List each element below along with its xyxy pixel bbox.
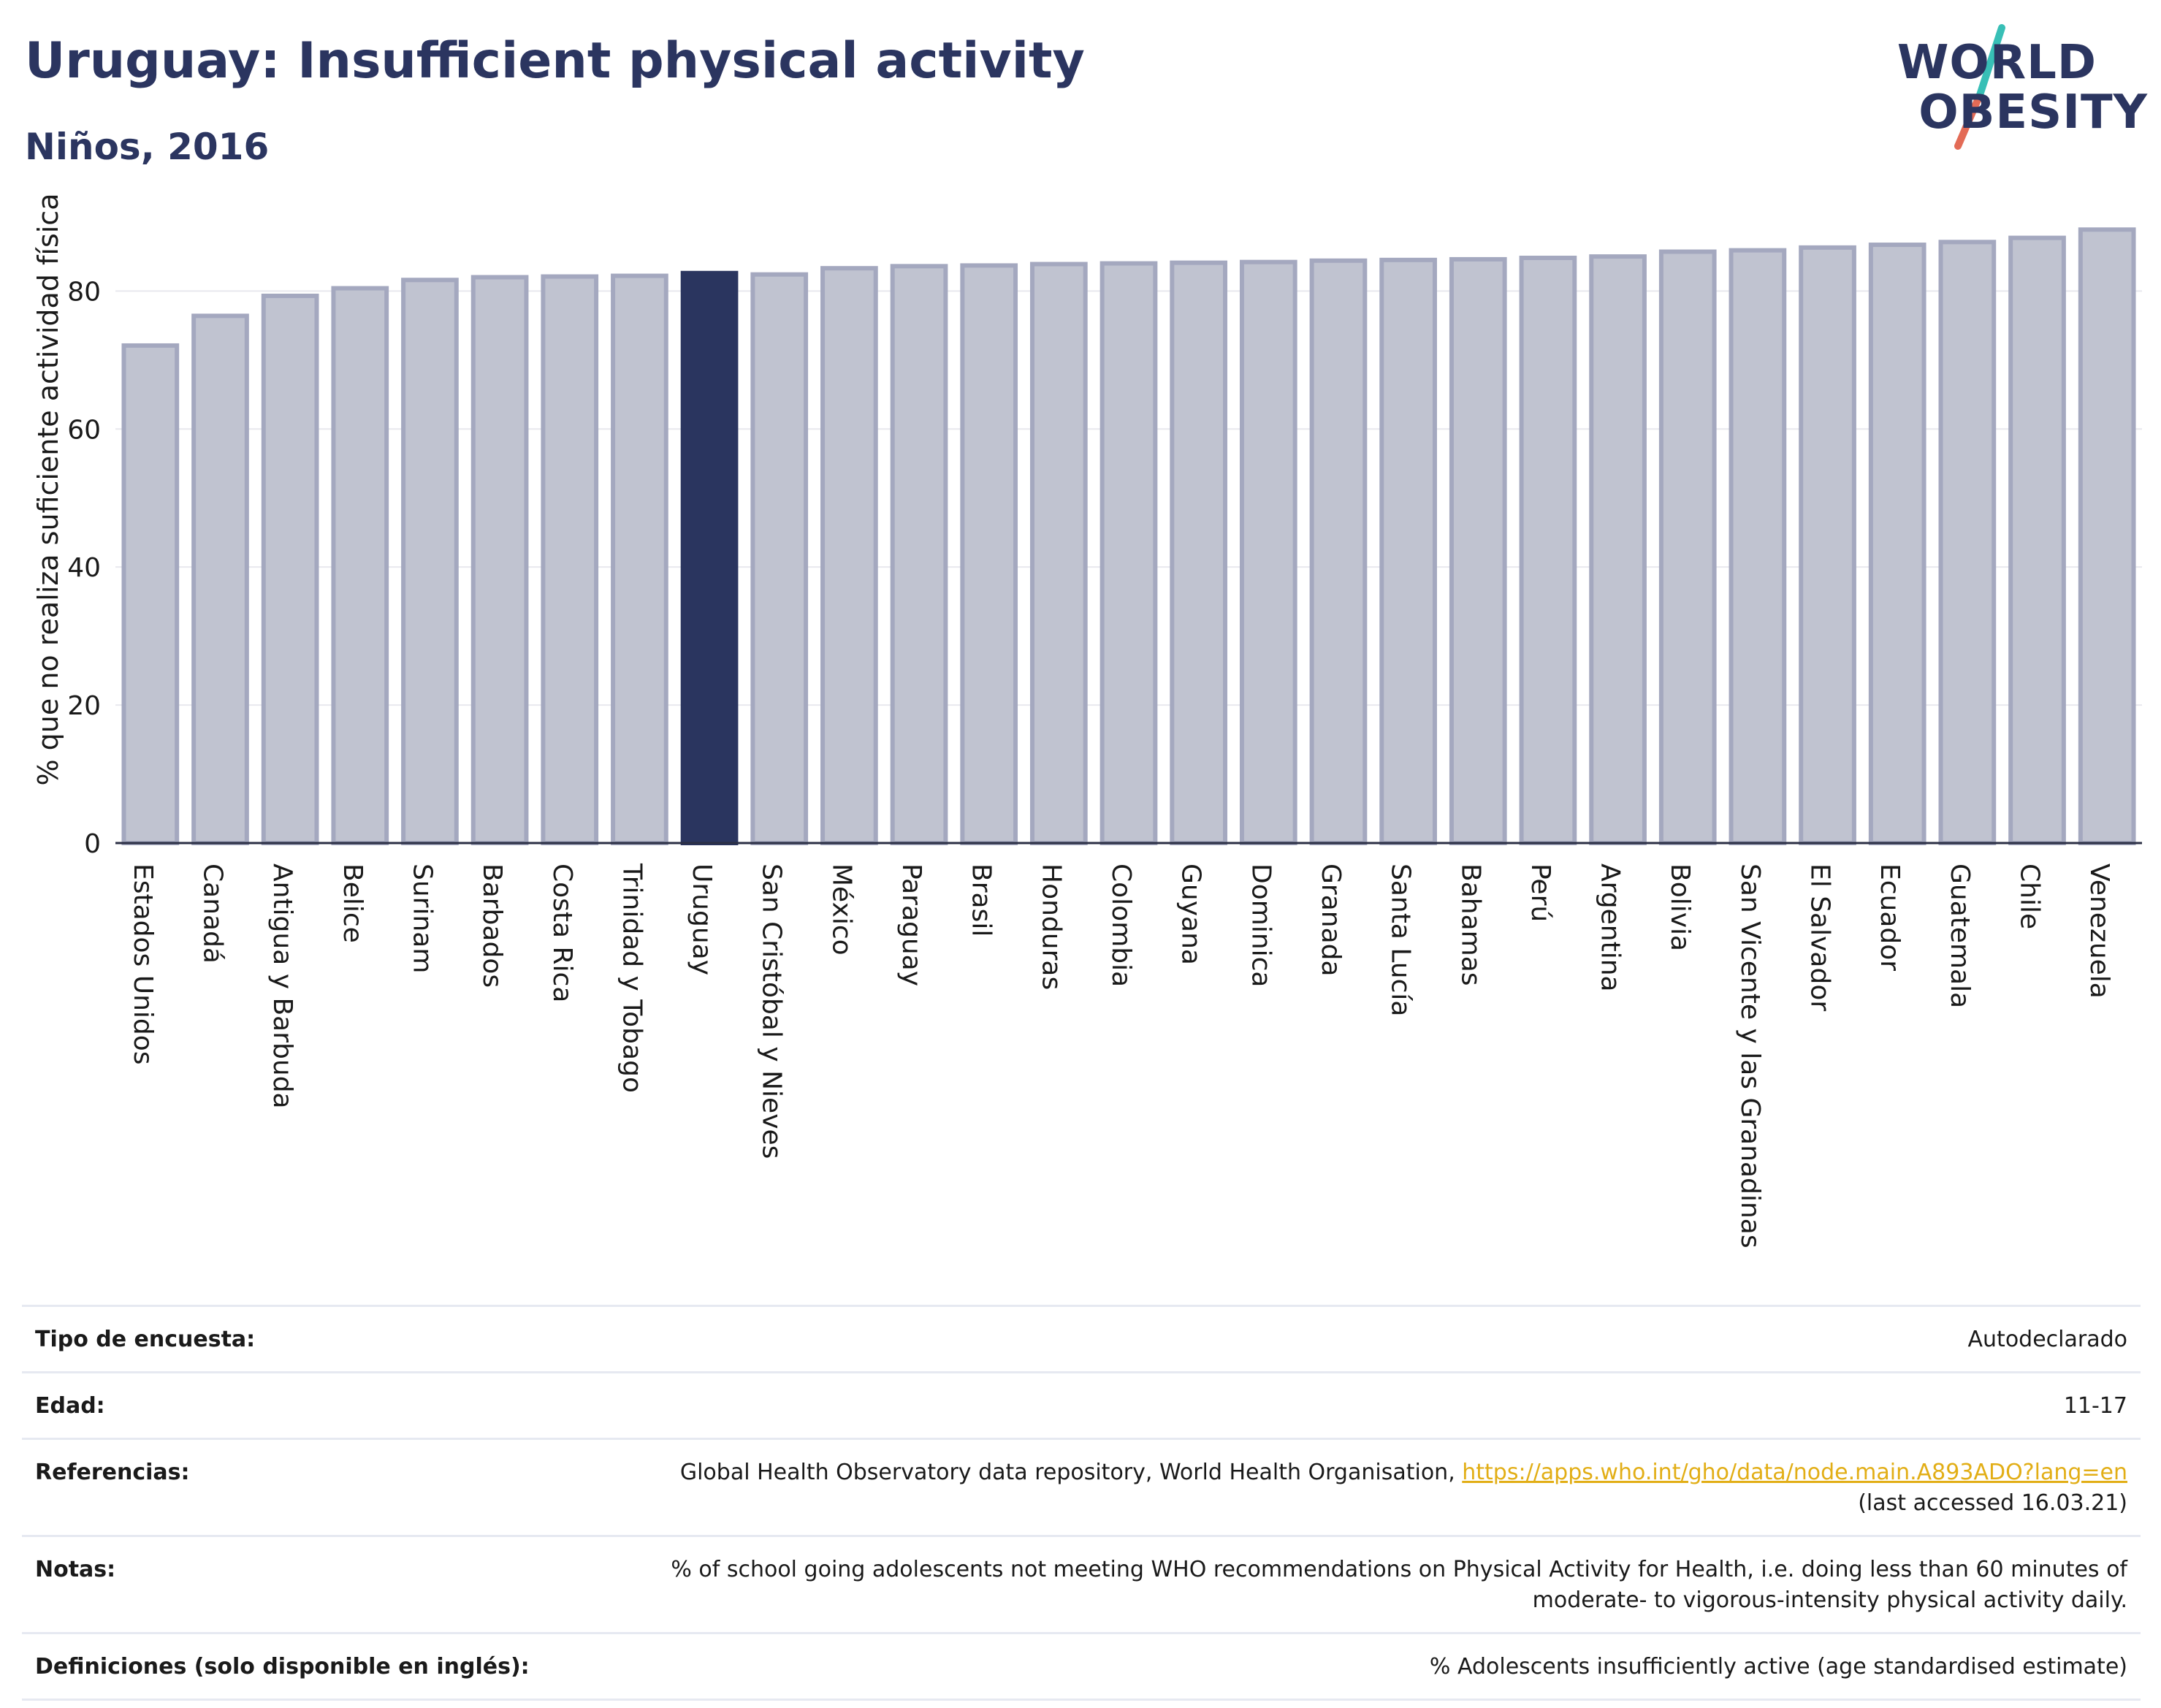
x-tick-label: Trinidad y Tobago [617,863,647,1093]
bar-san-cristóbal-y-nieves [750,272,809,845]
x-tick-label: El Salvador [1805,863,1835,1011]
bar-dominica [1239,259,1297,845]
y-tick-label: 20 [67,691,101,721]
bar-bolivia [1658,249,1717,845]
x-tick-label: Venezuela [2084,863,2114,999]
info-value: 11-17 [2063,1393,2127,1419]
y-tick-label: 40 [67,553,101,583]
x-tick-label: Perú [1525,863,1555,922]
logo-slash-icon [1954,24,2005,150]
bar-perú [1519,256,1577,846]
page-title: Uruguay: Insufficient physical activity [25,32,1085,90]
bar-bahamas [1449,256,1507,845]
info-label: Referencias: [35,1460,190,1485]
info-row-age: Edad: 11-17 [22,1371,2141,1438]
x-tick-label: Ecuador [1875,863,1905,971]
bar-venezuela [2078,227,2136,846]
x-tick-label: Uruguay [687,863,717,975]
x-tick-label: México [826,863,856,956]
x-tick-label: Santa Lucía [1386,863,1416,1016]
x-tick-label: San Cristóbal y Nieves [757,863,787,1159]
bar-brasil [960,263,1018,845]
reference-link[interactable]: https://apps.who.int/gho/data/node.main.… [1462,1460,2127,1485]
info-label: Tipo de encuesta: [35,1327,256,1352]
info-row-definitions: Definiciones (solo disponible en inglés)… [22,1632,2141,1701]
bar-santa-lucía [1379,257,1437,845]
bar-ecuador [1868,243,1926,846]
info-label: Notas: [35,1557,116,1582]
info-row-references: Referencias: Global Health Observatory d… [22,1438,2141,1535]
bar-surinam [401,278,459,845]
bar-chile [2008,235,2066,845]
bar-colombia [1099,261,1158,845]
x-tick-label: Costa Rica [547,863,577,1002]
x-tick-label: Chile [2015,863,2045,929]
x-tick-label: Colombia [1106,863,1136,987]
y-tick-label: 0 [84,829,101,859]
bar-belice [331,286,389,845]
bar-barbados [470,275,529,845]
x-tick-label: Guyana [1176,863,1206,965]
info-label: Edad: [35,1393,105,1419]
bar-guatemala [1938,240,1997,846]
x-tick-label: Barbados [477,863,507,988]
x-tick-label: San Vicente y las Granadinas [1735,863,1765,1248]
x-tick-label: Honduras [1036,863,1066,990]
bar-canadá [191,313,249,845]
bar-el-salvador [1799,245,1856,846]
x-tick-label: Bolivia [1665,863,1695,951]
x-tick-label: Granada [1316,863,1346,977]
bar-estados-unidos [121,343,180,845]
reference-text: Global Health Observatory data repositor… [679,1460,1463,1485]
info-label: Definiciones (solo disponible en inglés)… [35,1654,530,1680]
y-tick-label: 80 [67,277,101,307]
info-value: % of school going adolescents not meetin… [671,1557,2127,1613]
world-obesity-logo: WORLD OBESITY [1897,22,2148,153]
logo-text-obesity: OBESITY [1918,85,2148,140]
logo-text-world: WORLD [1897,36,2097,90]
x-tick-label: Belice [338,863,367,943]
bar-paraguay [890,264,948,845]
bar-honduras [1029,262,1088,846]
info-row-survey-type: Tipo de encuesta: Autodeclarado [22,1305,2141,1371]
x-tick-label: Antigua y Barbuda [267,863,297,1109]
x-tick-label: Estados Unidos [128,863,158,1065]
bar-costa-rica [541,274,599,845]
y-tick-label: 60 [67,415,101,445]
x-tick-label: Dominica [1246,863,1276,988]
info-value: Autodeclarado [1967,1327,2127,1352]
info-value: % Adolescents insufficiently active (age… [1429,1654,2127,1680]
x-tick-label: Canadá [197,863,227,964]
x-tick-label: Surinam [407,863,437,973]
bar-uruguay [680,270,739,845]
info-table: Tipo de encuesta: Autodeclarado Edad: 11… [22,1305,2141,1701]
x-tick-label: Argentina [1596,863,1625,992]
bar-guyana [1170,260,1228,845]
bar-san-vicente-y-las-granadinas [1729,248,1787,846]
x-tick-label: Bahamas [1455,863,1485,986]
bar-trinidad-y-tobago [611,273,668,846]
bar-méxico [820,266,878,845]
bar-antigua-y-barbuda [261,293,319,845]
page-subtitle: Niños, 2016 [25,126,270,168]
x-tick-label: Paraguay [896,863,926,986]
bar-granada [1309,258,1368,846]
bar-argentina [1589,254,1647,845]
info-value: Global Health Observatory data repositor… [680,1457,2127,1519]
x-tick-label: Guatemala [1945,863,1975,1008]
info-row-notes: Notas: % of school going adolescents not… [22,1535,2141,1632]
bar-chart: 0 20 40 60 80 Estados Unidos Canadá Antigua y B… [67,227,2142,1248]
reference-access-date: (last accessed 16.03.21) [1858,1490,2127,1516]
x-tick-label: Brasil [967,863,996,937]
